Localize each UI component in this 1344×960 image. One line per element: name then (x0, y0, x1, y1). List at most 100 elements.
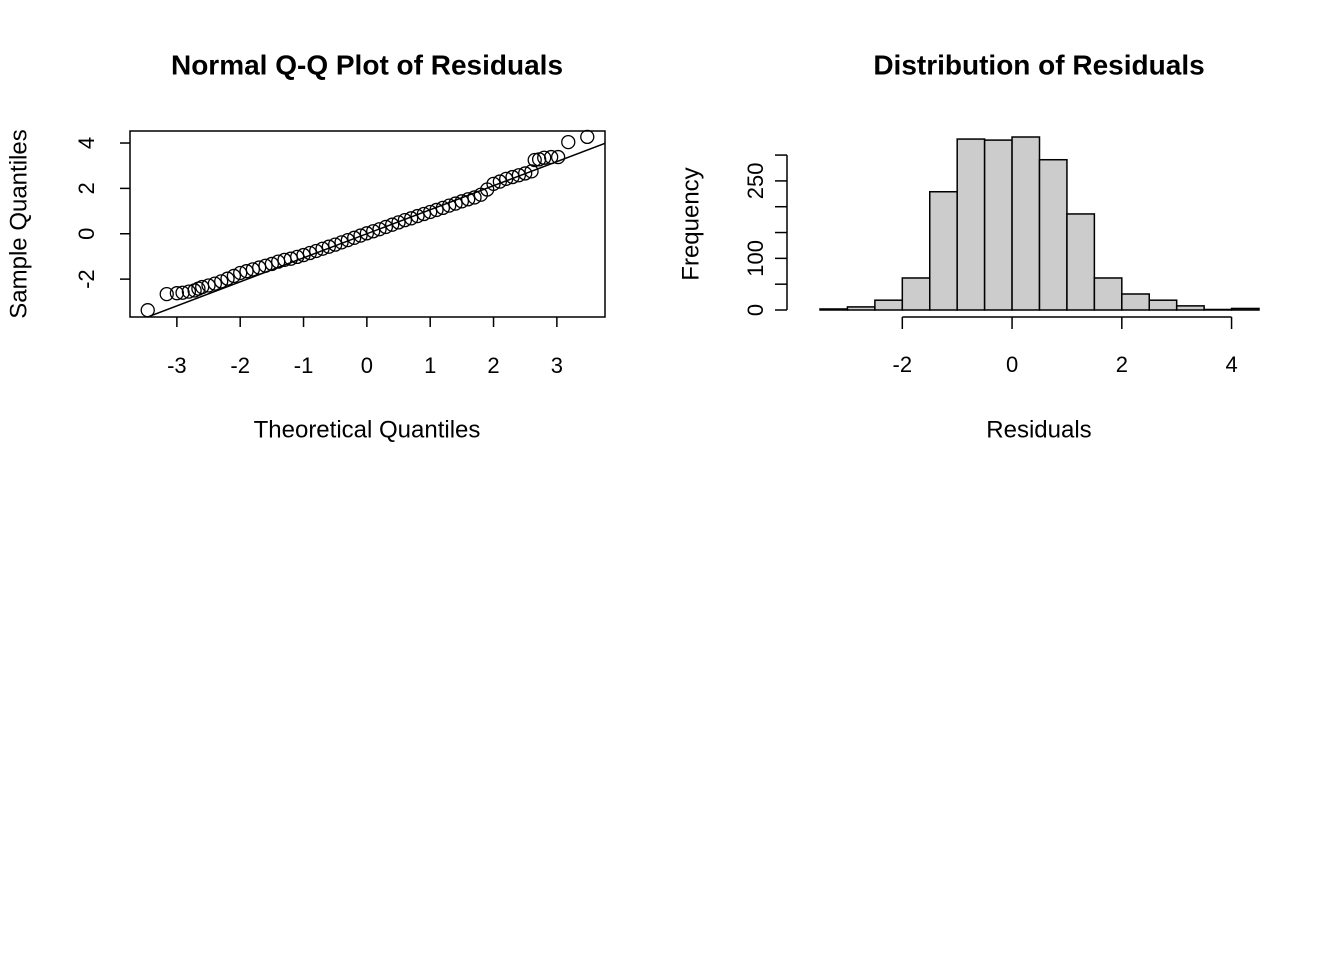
point (423, 204, 438, 220)
point (537, 150, 552, 165)
x-axis-label: Theoretical Quantiles (254, 416, 481, 443)
point (378, 219, 394, 235)
point (214, 274, 229, 289)
point (385, 217, 400, 232)
point (372, 222, 387, 237)
bar (1175, 305, 1205, 311)
point (220, 271, 235, 286)
point (486, 176, 501, 192)
point (429, 202, 444, 218)
point (347, 230, 362, 245)
y-tick-label: 0 (74, 228, 99, 240)
point (296, 247, 311, 263)
bar (1148, 299, 1178, 311)
point (499, 171, 514, 187)
x-tick-label: 2 (487, 353, 499, 378)
y-axis-label: Frequency (677, 167, 704, 280)
x-tick-label: 0 (361, 353, 373, 378)
point (226, 268, 242, 284)
point (233, 265, 248, 281)
point (580, 129, 595, 145)
point (258, 258, 273, 273)
point (505, 169, 520, 185)
point (527, 152, 542, 168)
point (207, 276, 223, 291)
y-tick-label: 100 (743, 240, 768, 277)
point (544, 149, 559, 165)
point (353, 228, 368, 243)
point (511, 168, 527, 183)
x-tick-label: -2 (893, 352, 913, 377)
point (309, 243, 324, 259)
bar (983, 139, 1013, 311)
x-tick-label: 4 (1225, 352, 1237, 377)
x-tick-label: 3 (551, 353, 563, 378)
point (159, 286, 174, 302)
point (328, 237, 343, 252)
point (550, 149, 566, 165)
x-tick-label: -1 (294, 353, 314, 378)
point (416, 206, 432, 222)
point (169, 286, 185, 301)
point (290, 249, 305, 265)
point (245, 262, 261, 277)
point (467, 190, 482, 205)
point (524, 164, 539, 179)
point (140, 303, 155, 318)
bar (1230, 307, 1260, 311)
point (461, 192, 476, 207)
point (454, 194, 470, 209)
x-tick-label: -3 (167, 353, 187, 378)
bar (1121, 293, 1150, 311)
point (283, 251, 299, 266)
point (252, 260, 267, 275)
chart-title: Distribution of Residuals (873, 49, 1204, 80)
x-tick-label: 2 (1116, 352, 1128, 377)
x-tick-label: 1 (424, 353, 436, 378)
x-tick-label: 0 (1006, 352, 1018, 377)
point (442, 198, 457, 213)
point (359, 226, 375, 241)
bar (1066, 213, 1096, 311)
point (302, 245, 318, 261)
y-tick-label: -2 (74, 269, 99, 289)
point (321, 239, 337, 254)
point (397, 212, 413, 228)
point (334, 235, 349, 250)
point (201, 278, 216, 293)
point (366, 224, 381, 239)
y-tick-label: 2 (74, 182, 99, 194)
bar (874, 299, 904, 311)
point (264, 256, 280, 272)
point (181, 284, 197, 299)
y-tick-label: 250 (743, 163, 768, 200)
point (391, 215, 406, 230)
y-axis-label: Sample Quantiles (5, 129, 32, 318)
y-tick-label: 0 (743, 304, 768, 316)
bar (846, 306, 876, 311)
x-axis-label: Residuals (986, 416, 1091, 443)
bar (1203, 308, 1233, 311)
x-tick-label: -2 (230, 353, 250, 378)
point (410, 208, 425, 224)
point (404, 211, 419, 226)
bar (819, 308, 849, 311)
bar (1011, 136, 1041, 311)
point (340, 232, 356, 248)
point (561, 134, 576, 150)
point (239, 264, 254, 279)
point (518, 166, 533, 181)
point (492, 174, 508, 189)
bar (901, 277, 931, 311)
point (448, 196, 463, 211)
bar (956, 138, 986, 311)
y-tick-label: 4 (74, 137, 99, 149)
point (315, 241, 330, 256)
bar (1038, 158, 1068, 311)
bar (1093, 277, 1123, 311)
bar (929, 190, 958, 311)
point (435, 200, 451, 216)
chart-title: Normal Q-Q Plot of Residuals (171, 49, 563, 80)
